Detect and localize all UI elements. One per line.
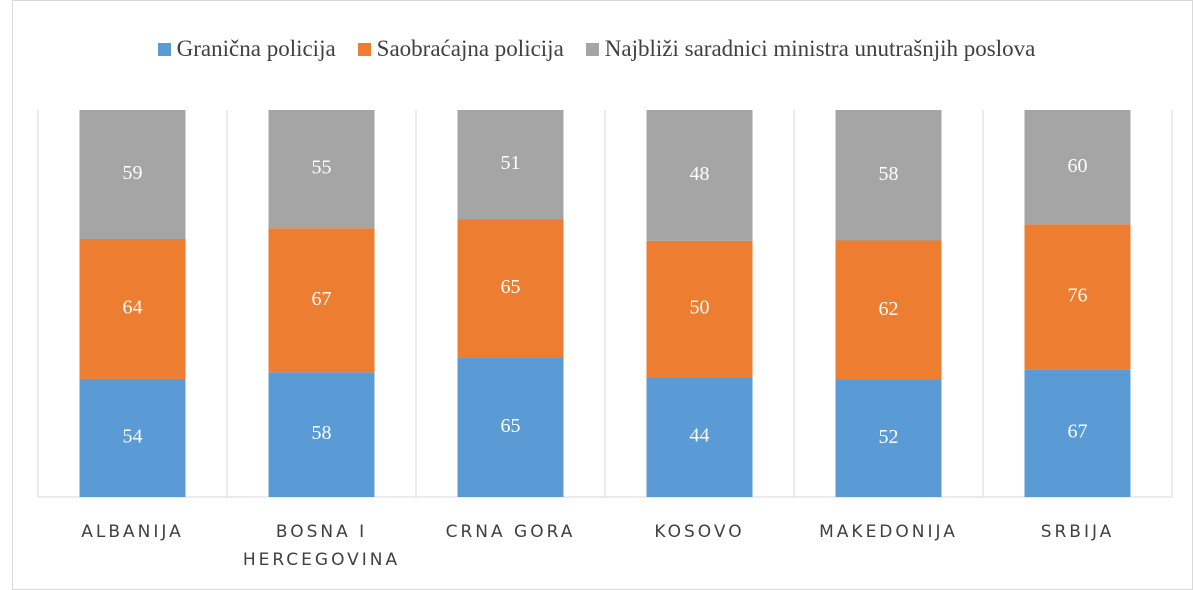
- x-tick-label: SRBIJA: [1040, 522, 1115, 542]
- bar-segment: [79, 110, 186, 239]
- legend-swatch: [585, 42, 599, 56]
- bar-segment: [457, 358, 564, 497]
- legend-label: Saobraćajna policija: [376, 36, 564, 61]
- x-tick-label: BOSNA I HERCEGOVINA: [242, 522, 401, 570]
- data-label: 65: [501, 276, 521, 298]
- bar-segment: [1024, 110, 1131, 225]
- bar-segment: [268, 228, 375, 373]
- bar-segment: [1024, 224, 1131, 370]
- data-label: 51: [501, 152, 521, 174]
- legend-swatch: [357, 42, 371, 56]
- legend-swatch: [157, 42, 171, 56]
- data-label: 64: [123, 297, 143, 319]
- bar-segment: [1024, 369, 1131, 497]
- bar-segment: [835, 240, 942, 380]
- data-label: 67: [312, 288, 332, 310]
- bar-segment: [79, 239, 186, 379]
- legend-item: Najbliži saradnici ministra unutrašnjih …: [585, 36, 1036, 62]
- data-label: 58: [312, 422, 332, 444]
- legend: Granična policija Saobraćajna policija Naj…: [0, 36, 1193, 62]
- x-tick-label: ALBANIJA: [81, 522, 184, 542]
- bar-segment: [646, 110, 753, 241]
- legend-item: Granična policija: [157, 36, 336, 62]
- bar-segment: [646, 240, 753, 378]
- data-label: 60: [1068, 155, 1088, 177]
- data-label: 62: [879, 298, 899, 320]
- legend-item: Saobraćajna policija: [357, 36, 564, 62]
- data-label: 76: [1068, 284, 1088, 306]
- data-label: 44: [690, 425, 710, 447]
- data-label: 58: [879, 163, 899, 185]
- data-label: 55: [312, 157, 332, 179]
- data-label: 59: [123, 162, 143, 184]
- chart-frame: [12, 0, 1193, 590]
- x-tick-label: CRNA GORA: [445, 522, 576, 542]
- bar-segment: [79, 378, 186, 497]
- bar-segment: [835, 110, 942, 241]
- bar-segment: [646, 377, 753, 497]
- bar-segment: [457, 110, 564, 220]
- data-label: 65: [501, 415, 521, 437]
- x-tick-label: MAKEDONIJA: [819, 522, 958, 542]
- x-tick-label: KOSOVO: [654, 522, 745, 542]
- legend-label: Najbliži saradnici ministra unutrašnjih …: [604, 36, 1036, 61]
- bar-segment: [457, 219, 564, 359]
- data-label: 54: [123, 426, 143, 448]
- data-label: 48: [690, 163, 710, 185]
- bar-segment: [835, 380, 942, 497]
- bar-segment: [268, 110, 375, 229]
- data-label: 52: [879, 426, 899, 448]
- bar-segment: [268, 372, 375, 497]
- data-label: 50: [690, 297, 710, 319]
- legend-label: Granična policija: [176, 36, 336, 61]
- data-label: 67: [1068, 421, 1088, 443]
